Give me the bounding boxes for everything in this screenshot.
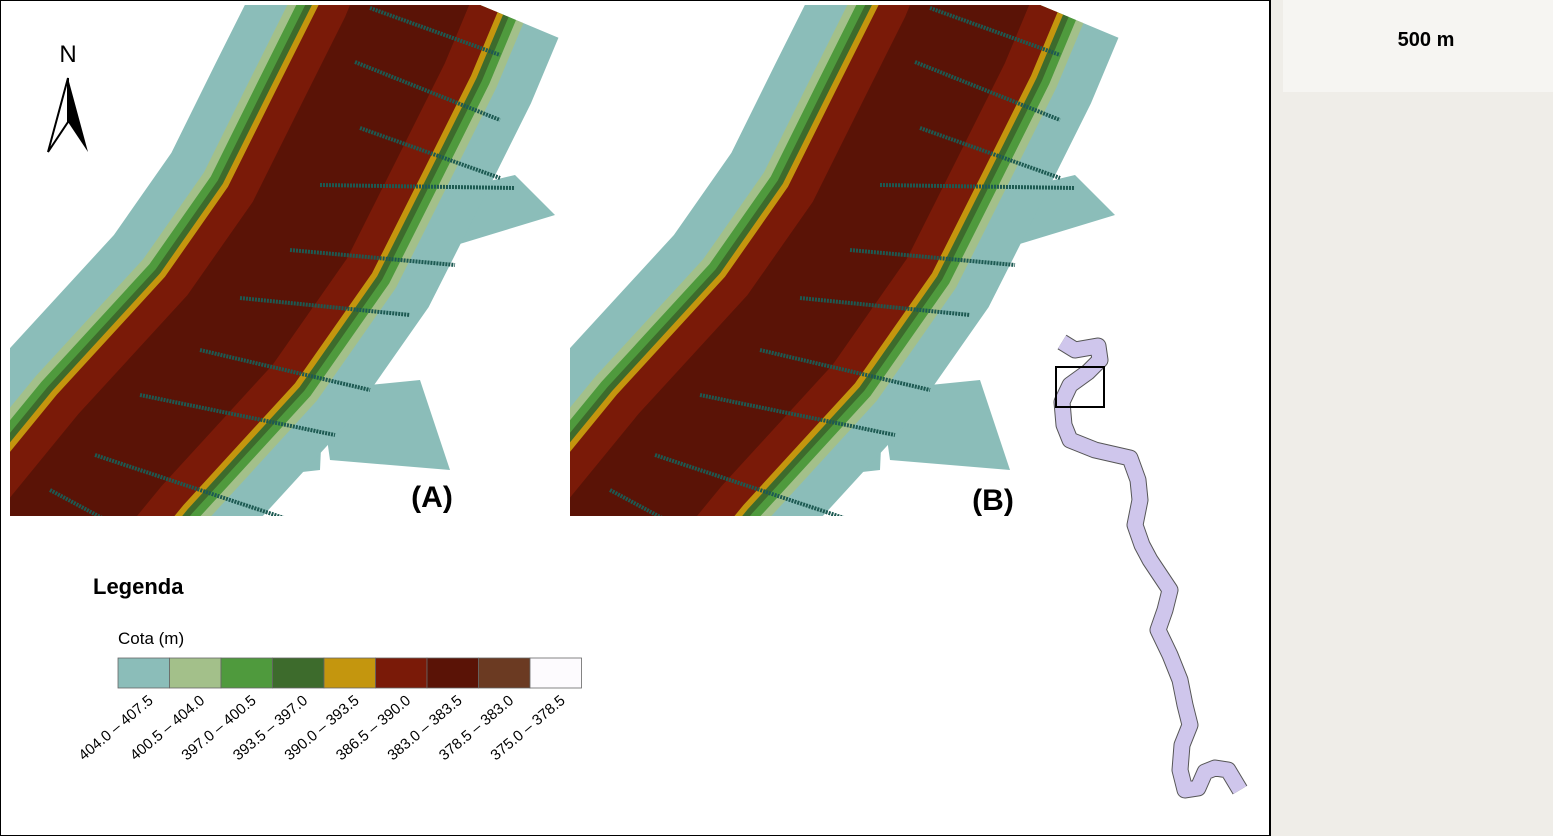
legend-swatch [118,658,170,688]
legend-swatch [376,658,428,688]
page: 500 m N (A) (B) Legenda Cota (m) 404.0 –… [0,0,1553,836]
legend-swatch [273,658,325,688]
north-label: N [59,41,76,68]
legend-swatch [427,658,479,688]
legend-swatch [324,658,376,688]
panel-label: (A) [411,481,453,514]
legend-subtitle: Cota (m) [118,629,184,648]
legend-title: Legenda [93,574,184,599]
legend-swatch [221,658,273,688]
scale-label: 500 m [1398,29,1455,51]
legend-swatch [170,658,222,688]
legend-swatch [479,658,531,688]
panel-label: (B) [972,484,1014,517]
figure: 500 m N (A) (B) Legenda Cota (m) 404.0 –… [0,0,1553,836]
legend-swatch [530,658,582,688]
